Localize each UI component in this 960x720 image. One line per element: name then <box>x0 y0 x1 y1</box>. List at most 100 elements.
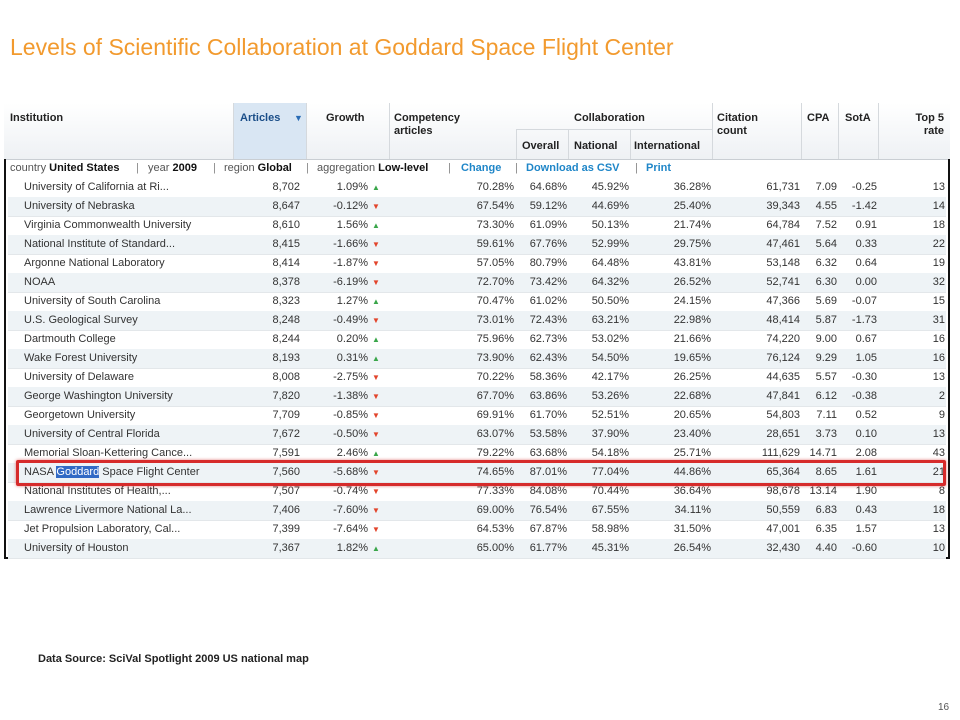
top5-cell: 18 <box>932 504 945 516</box>
table-row[interactable]: George Washington University 7,820 -1.38% ▼… <box>8 387 946 407</box>
institution-name[interactable]: Virginia Commonwealth University <box>24 219 192 231</box>
institution-name[interactable]: University of South Carolina <box>24 295 161 307</box>
filter-region[interactable]: region Global <box>224 162 292 174</box>
overall-cell: 62.43% <box>529 352 567 364</box>
change-link[interactable]: Change <box>461 162 502 174</box>
national-cell: 67.55% <box>591 504 629 516</box>
table-row[interactable]: Wake Forest University 8,193 0.31% ▲ 73.90% 6… <box>8 349 946 369</box>
column-header-collaboration: Collaboration <box>574 112 645 124</box>
articles-cell: 8,378 <box>272 276 300 288</box>
national-cell: 42.17% <box>591 371 629 383</box>
institution-name[interactable]: National Institute of Standard... <box>24 238 176 250</box>
competency-cell: 57.05% <box>476 257 514 269</box>
table-row[interactable]: University of South Carolina 8,323 1.27% ▲ 7… <box>8 292 946 312</box>
sota-cell: 0.91 <box>855 219 877 231</box>
download-csv-link[interactable]: Download as CSV <box>526 162 620 174</box>
growth-cell: 1.56% ▲ <box>336 219 380 231</box>
institution-name[interactable]: University of Nebraska <box>24 200 135 212</box>
table-row[interactable]: Jet Propulsion Laboratory, Cal... 7,399 -7… <box>8 520 946 540</box>
column-header-citation[interactable]: Citation count <box>717 112 758 137</box>
sota-cell: 1.05 <box>855 352 877 364</box>
table-row[interactable]: U.S. Geological Survey 8,248 -0.49% ▼ 73.01%… <box>8 311 946 331</box>
top5-cell: 15 <box>932 295 945 307</box>
institution-name[interactable]: U.S. Geological Survey <box>24 314 138 326</box>
column-header-top5[interactable]: Top 5 rate <box>915 112 944 137</box>
growth-cell: -7.60% ▼ <box>333 504 380 516</box>
institution-name[interactable]: University of Houston <box>24 542 129 554</box>
column-header-articles[interactable]: Articles ▼ <box>234 103 306 159</box>
table-row[interactable]: University of Houston 7,367 1.82% ▲ 65.00% 61… <box>8 539 946 559</box>
print-link[interactable]: Print <box>646 162 672 174</box>
cpa-cell: 8.65 <box>815 466 837 478</box>
column-header-institution[interactable]: Institution <box>10 112 64 124</box>
institution-name[interactable]: University of California at Ri... <box>24 181 169 193</box>
table-row[interactable]: Georgetown University 7,709 -0.85% ▼ 69.91% 6… <box>8 406 946 426</box>
articles-cell: 7,367 <box>272 542 300 554</box>
triangle-down-icon: ▼ <box>372 525 380 534</box>
institution-name[interactable]: NOAA <box>24 276 56 288</box>
table-row[interactable]: Memorial Sloan-Kettering Cance... 7,591 2.… <box>8 444 946 464</box>
column-header-sota[interactable]: SotA <box>845 112 871 124</box>
institution-name[interactable]: NASA Goddard Space Flight Center <box>24 466 200 478</box>
table-row[interactable]: NASA Goddard Space Flight Center 7,560 -5.… <box>8 463 946 483</box>
institution-name[interactable]: Jet Propulsion Laboratory, Cal... <box>24 523 181 535</box>
column-header-international[interactable]: International <box>634 140 701 152</box>
page-number: 16 <box>938 702 950 713</box>
filter-aggregation[interactable]: aggregation Low-level <box>317 162 429 174</box>
table-row[interactable]: National Institutes of Health,... 7,507 -0… <box>8 482 946 502</box>
articles-cell: 8,702 <box>272 181 300 193</box>
international-cell: 43.81% <box>673 257 711 269</box>
triangle-down-icon: ▼ <box>372 316 380 325</box>
table-row[interactable]: Argonne National Laboratory 8,414 -1.87% ▼ 5… <box>8 254 946 274</box>
national-cell: 52.99% <box>591 238 629 250</box>
triangle-down-icon: ▼ <box>372 430 380 439</box>
top5-cell: 18 <box>932 219 945 231</box>
column-header-growth[interactable]: Growth <box>326 112 365 124</box>
institution-name[interactable]: National Institutes of Health,... <box>24 485 171 497</box>
institution-name[interactable]: University of Central Florida <box>24 428 160 440</box>
filter-bar: country United States | year 2009 | regi… <box>10 162 672 174</box>
institution-name[interactable]: Georgetown University <box>24 409 136 421</box>
competency-cell: 67.54% <box>476 200 514 212</box>
overall-cell: 62.73% <box>529 333 567 345</box>
table-row[interactable]: University of California at Ri... 8,702 1.… <box>8 178 946 198</box>
filter-year[interactable]: year 2009 <box>148 162 197 174</box>
national-cell: 50.50% <box>591 295 629 307</box>
table-row[interactable]: University of Delaware 8,008 -2.75% ▼ 70.22%… <box>8 368 946 388</box>
growth-cell: -0.85% ▼ <box>333 409 380 421</box>
column-header-national[interactable]: National <box>574 140 618 152</box>
table-row[interactable]: Lawrence Livermore National La... 7,406 -7… <box>8 501 946 521</box>
table-row[interactable]: University of Central Florida 7,672 -0.50%… <box>8 425 946 445</box>
table-row[interactable]: Dartmouth College 8,244 0.20% ▲ 75.96% 62.73%… <box>8 330 946 350</box>
cpa-cell: 5.69 <box>815 295 837 307</box>
column-header-competency[interactable]: Competency articles <box>394 112 461 137</box>
institution-name[interactable]: Lawrence Livermore National La... <box>24 504 192 516</box>
column-header-overall[interactable]: Overall <box>522 140 560 152</box>
top5-cell: 32 <box>932 276 945 288</box>
institution-name[interactable]: Dartmouth College <box>24 333 116 345</box>
table-row[interactable]: National Institute of Standard... 8,415 -1… <box>8 235 946 255</box>
institution-name[interactable]: Argonne National Laboratory <box>24 257 165 269</box>
institution-name[interactable]: Wake Forest University <box>24 352 138 364</box>
filter-country[interactable]: country United States <box>10 162 120 174</box>
column-header-cpa[interactable]: CPA <box>807 112 830 124</box>
sort-desc-icon: ▼ <box>294 113 303 123</box>
institution-name[interactable]: University of Delaware <box>24 371 135 383</box>
institution-name[interactable]: George Washington University <box>24 390 173 402</box>
triangle-up-icon: ▲ <box>372 449 380 458</box>
slide-title: Levels of Scientific Collaboration at Go… <box>10 34 674 60</box>
sota-cell: 0.43 <box>855 504 877 516</box>
institution-name[interactable]: Memorial Sloan-Kettering Cance... <box>24 447 193 459</box>
table-row[interactable]: Virginia Commonwealth University 8,610 1.5… <box>8 216 946 236</box>
competency-cell: 70.47% <box>476 295 514 307</box>
growth-cell: 1.27% ▲ <box>336 295 380 307</box>
growth-cell: 2.46% ▲ <box>336 447 380 459</box>
table-row[interactable]: University of Nebraska 8,647 -0.12% ▼ 67.54%… <box>8 197 946 217</box>
overall-cell: 73.42% <box>529 276 567 288</box>
table-row[interactable]: NOAA 8,378 -6.19% ▼ 72.70% 73.42% 64.32% 26.52%… <box>8 273 946 293</box>
international-cell: 26.54% <box>673 542 711 554</box>
top5-cell: 31 <box>932 314 945 326</box>
citation-cell: 47,461 <box>766 238 800 250</box>
articles-cell: 8,244 <box>272 333 300 345</box>
triangle-down-icon: ▼ <box>372 240 380 249</box>
